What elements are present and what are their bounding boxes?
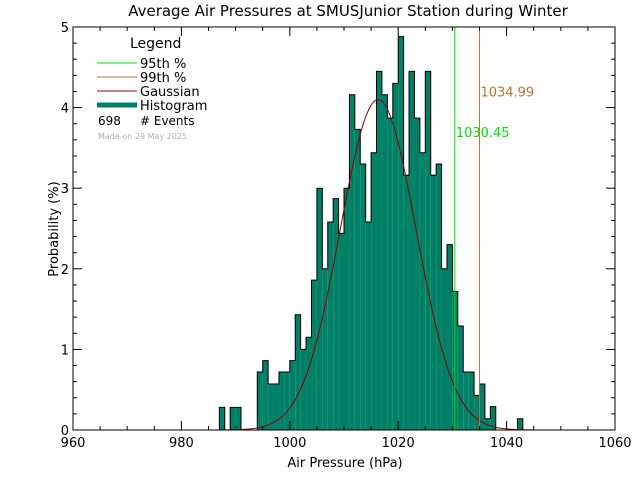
histogram-bar xyxy=(409,71,415,430)
y-tick-label: 4 xyxy=(61,102,69,117)
events-count: 698 xyxy=(98,114,121,128)
histogram-bar xyxy=(354,129,361,430)
histogram-bar xyxy=(398,36,404,431)
histogram-bar xyxy=(311,280,317,430)
y-tick-label: 2 xyxy=(61,263,69,278)
histogram-bar xyxy=(474,395,480,430)
histogram-bar xyxy=(306,337,312,430)
histogram-bar xyxy=(381,94,388,430)
histogram-bar xyxy=(235,407,242,430)
histogram-bar xyxy=(273,384,279,430)
histogram-bar xyxy=(289,360,296,430)
histogram-bar xyxy=(327,222,334,430)
legend-title: Legend xyxy=(130,36,181,52)
histogram-bar xyxy=(457,326,464,430)
histogram-bar xyxy=(414,118,420,430)
events-label: # Events xyxy=(140,114,195,128)
x-tick-label: 1040 xyxy=(490,436,523,451)
histogram-bar xyxy=(419,152,426,430)
histogram-bar xyxy=(230,407,236,430)
percentile-label: 1030.45 xyxy=(456,126,510,141)
histogram-bar xyxy=(268,384,274,430)
histogram-bar xyxy=(392,83,399,431)
histogram-bar xyxy=(219,407,225,430)
histogram-bar xyxy=(262,360,269,430)
histogram-bar xyxy=(349,94,355,430)
histogram-bar xyxy=(284,371,290,430)
percentile-label: 1034.99 xyxy=(480,85,534,100)
histogram-bar xyxy=(387,118,393,430)
y-tick-label: 0 xyxy=(61,424,69,439)
x-axis: 960 980 1000 1020 1040 1060 xyxy=(61,27,632,451)
histogram-bar xyxy=(295,314,301,430)
y-axis-label: Probability (%) xyxy=(47,181,62,276)
y-axis: 0 1 2 3 4 5 xyxy=(61,21,615,439)
x-tick-label: 960 xyxy=(61,436,86,451)
x-tick-label: 1060 xyxy=(598,436,631,451)
histogram-bar xyxy=(436,164,442,430)
histogram-bar xyxy=(446,244,453,430)
legend-entry-label: 99th % xyxy=(140,71,186,86)
histogram-bar xyxy=(468,371,475,430)
histogram-outline xyxy=(218,36,524,431)
y-tick-label: 1 xyxy=(61,343,69,358)
histogram-bar xyxy=(360,164,366,430)
histogram-bar xyxy=(278,371,285,430)
chart-title: Average Air Pressures at SMUSJunior Stat… xyxy=(128,2,568,20)
made-on-note: Made on 29 May 2025 xyxy=(98,132,187,141)
histogram-bar xyxy=(344,188,350,430)
histogram-bar xyxy=(490,406,496,430)
legend-entry-label: Histogram xyxy=(140,99,207,114)
histogram-bar xyxy=(316,188,323,430)
histogram-bar xyxy=(463,371,469,430)
histogram-bar xyxy=(322,268,328,430)
y-tick-label: 5 xyxy=(61,21,69,36)
x-axis-label: Air Pressure (hPa) xyxy=(287,456,402,471)
histogram-bar xyxy=(441,268,447,430)
legend-entry-label: 95th % xyxy=(140,57,186,72)
histogram-bar xyxy=(425,71,431,430)
plot-area: 1030.45 1034.99 xyxy=(72,26,616,431)
x-tick-label: 1000 xyxy=(273,436,306,451)
histogram-bar xyxy=(300,349,307,430)
histogram-bar xyxy=(376,71,382,430)
histogram-bar xyxy=(517,418,523,430)
x-tick-label: 1020 xyxy=(382,436,415,451)
histogram-bar xyxy=(338,233,344,430)
legend-entry-label: Gaussian xyxy=(140,85,200,100)
histogram-bar xyxy=(333,198,339,430)
histogram-bar xyxy=(479,384,485,430)
histogram-bar xyxy=(430,175,437,430)
histogram-bar xyxy=(365,222,372,430)
histogram-bar xyxy=(257,371,263,430)
x-tick-label: 980 xyxy=(169,436,194,451)
histogram-bar xyxy=(403,175,410,430)
y-tick-label: 3 xyxy=(61,182,69,197)
histogram-bar xyxy=(371,152,377,430)
